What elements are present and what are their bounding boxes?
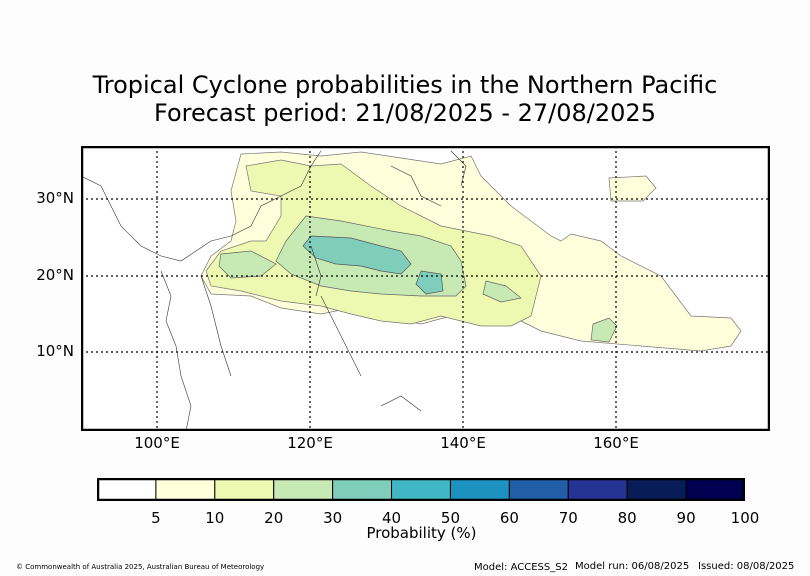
lon-label-160: 160°E <box>593 434 639 452</box>
prob-contour-30-south <box>415 270 444 295</box>
colorbar-swatch <box>626 477 687 502</box>
forecast-period-subtitle: Forecast period: 21/08/2025 - 27/08/2025 <box>154 99 656 127</box>
colorbar-swatch <box>508 477 569 502</box>
colorbar-tick-label: 90 <box>676 509 696 527</box>
colorbar-tick-label: 100 <box>730 509 760 527</box>
colorbar-swatch <box>273 477 334 502</box>
prob-contour-5-island <box>608 175 657 202</box>
colorbar-swatch <box>567 477 628 502</box>
prob-contour-30 <box>302 235 412 275</box>
prob-contour-20-east <box>482 280 522 303</box>
model-name: Model: ACCESS_S2 <box>474 562 568 573</box>
copyright-notice: © Commonwealth of Australia 2025, Austra… <box>16 563 265 571</box>
map-title: Tropical Cyclone probabilities in the No… <box>92 71 718 99</box>
lon-label-100: 100°E <box>134 434 180 452</box>
lat-label-20: 20°N <box>36 266 74 284</box>
lon-label-140: 140°E <box>440 434 486 452</box>
colorbar-tick-label: 10 <box>205 509 225 527</box>
colorbar-tick-label: 70 <box>558 509 578 527</box>
issued-date: Issued: 08/08/2025 <box>698 561 795 572</box>
probability-map <box>81 146 770 431</box>
colorbar-tick-label: 60 <box>499 509 519 527</box>
colorbar-swatch <box>391 477 451 502</box>
colorbar-tick-label: 80 <box>617 509 637 527</box>
colorbar-tick-label: 30 <box>323 509 343 527</box>
colorbar-tick-label: 50 <box>440 509 460 527</box>
colorbar-tick-label: 20 <box>264 509 284 527</box>
colorbar-swatch <box>685 477 746 502</box>
lat-label-30: 30°N <box>36 189 74 207</box>
prob-contour-20-far-east <box>590 317 618 343</box>
coastline <box>81 150 467 431</box>
colorbar-axis-label: Probability (%) <box>366 524 477 542</box>
lat-label-10: 10°N <box>36 342 74 360</box>
colorbar-swatch <box>449 477 510 502</box>
lon-label-120: 120°E <box>287 434 333 452</box>
model-run-date: Model run: 06/08/2025 <box>575 561 690 572</box>
colorbar-swatch <box>332 477 393 502</box>
probability-colorbar <box>96 477 746 502</box>
colorbar-swatch <box>96 477 157 502</box>
colorbar-swatch <box>155 477 216 502</box>
colorbar-tick-label: 40 <box>381 509 402 527</box>
colorbar-swatch <box>214 477 275 502</box>
colorbar-tick-label: 5 <box>151 509 161 527</box>
